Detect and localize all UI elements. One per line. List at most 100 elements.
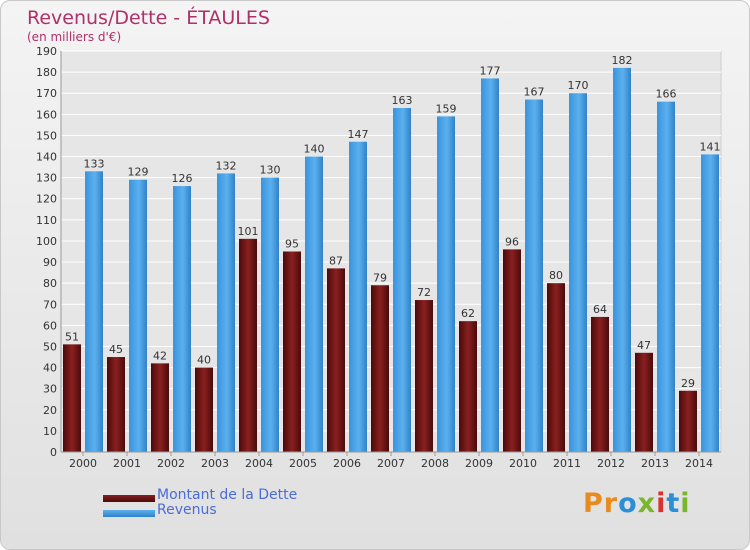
bar-revenus (701, 154, 719, 453)
x-tick-label: 2005 (289, 457, 317, 470)
bars (63, 67, 719, 453)
plot-area (60, 50, 722, 453)
y-tick-label: 60 (43, 319, 57, 332)
bar-dette (371, 285, 389, 452)
bar-revenus (173, 186, 191, 453)
value-label-dette: 51 (65, 330, 79, 343)
y-tick-label: 20 (43, 404, 57, 417)
x-tick-label: 2002 (157, 457, 185, 470)
y-tick-label: 130 (36, 172, 57, 185)
y-tick-label: 170 (36, 87, 57, 100)
y-tick-label: 120 (36, 193, 57, 206)
y-tick-label: 70 (43, 298, 57, 311)
value-label-revenus: 166 (656, 88, 677, 101)
x-tick-label: 2007 (377, 457, 405, 470)
bar-dette (547, 283, 565, 452)
value-label-dette: 42 (153, 349, 167, 362)
value-labels: 51 133 45 129 42 126 40 132 101 130 95 140 87 147 79 16… (65, 54, 721, 390)
value-label-dette: 45 (109, 343, 123, 356)
value-label-revenus: 177 (480, 64, 501, 77)
bar-revenus (217, 173, 235, 452)
bar-dette (591, 316, 609, 452)
y-tick-label: 90 (43, 256, 57, 269)
x-tick-label: 2003 (201, 457, 229, 470)
bar-dette (283, 251, 301, 452)
bar-revenus (393, 107, 411, 453)
x-tick-label: 2011 (553, 457, 581, 470)
y-tick-label: 40 (43, 362, 57, 375)
value-label-dette: 95 (285, 238, 299, 251)
bar-revenus (129, 179, 147, 452)
value-label-dette: 40 (197, 354, 211, 367)
bar-dette (635, 352, 653, 452)
bar-dette (239, 238, 257, 452)
y-tick-label: 180 (36, 66, 57, 79)
legend-swatch-dette (103, 495, 155, 502)
y-tick-label: 50 (43, 340, 57, 353)
bar-revenus (261, 177, 279, 452)
bar-dette (679, 390, 697, 452)
value-label-dette: 29 (681, 377, 695, 390)
bar-revenus (437, 116, 455, 452)
value-label-revenus: 132 (216, 159, 237, 172)
value-label-dette: 72 (417, 286, 431, 299)
bar-dette (459, 321, 477, 452)
value-label-dette: 62 (461, 307, 475, 320)
x-tick-label: 2000 (69, 457, 97, 470)
value-label-dette: 80 (549, 269, 563, 282)
legend-label-dette: Montant de la Dette (157, 487, 298, 503)
y-tick-label: 150 (36, 129, 57, 142)
x-tick-label: 2006 (333, 457, 361, 470)
bar-dette (415, 300, 433, 452)
y-tick-label: 140 (36, 151, 57, 164)
bar-revenus (349, 141, 367, 452)
y-tick-label: 80 (43, 277, 57, 290)
value-label-dette: 101 (238, 225, 259, 238)
y-tick-label: 100 (36, 235, 57, 248)
value-label-revenus: 129 (128, 166, 149, 179)
value-label-revenus: 140 (304, 143, 325, 156)
legend-swatch-revenus (103, 510, 155, 517)
chart-title: Revenus/Dette - ÉTAULES (27, 7, 270, 29)
y-tick-label: 30 (43, 383, 57, 396)
y-tick-label: 110 (36, 214, 57, 227)
value-label-revenus: 167 (524, 86, 545, 99)
bar-revenus (481, 78, 499, 453)
bar-revenus (657, 101, 675, 452)
bar-revenus (569, 93, 587, 453)
value-label-revenus: 126 (172, 172, 193, 185)
chart-subtitle: (en milliers d'€) (27, 30, 122, 44)
axes: 0 10 20 30 40 50 60 70 80 90 100 110 120 130 140 150 160… (36, 45, 721, 470)
y-tick-label: 10 (43, 425, 57, 438)
value-label-dette: 64 (593, 303, 607, 316)
bar-dette (107, 357, 125, 452)
value-label-revenus: 133 (84, 157, 105, 170)
bar-dette (151, 363, 169, 452)
x-tick-label: 2008 (421, 457, 449, 470)
x-tick-label: 2013 (641, 457, 669, 470)
bar-revenus (85, 171, 103, 453)
bar-revenus (613, 67, 631, 452)
value-label-revenus: 130 (260, 164, 281, 177)
value-label-dette: 96 (505, 235, 519, 248)
x-tick-label: 2004 (245, 457, 273, 470)
x-tick-label: 2012 (597, 457, 625, 470)
bar-dette (327, 268, 345, 452)
legend-label-revenus: Revenus (157, 502, 217, 518)
value-label-revenus: 141 (700, 140, 721, 153)
x-tick-label: 2009 (465, 457, 493, 470)
bar-revenus (525, 99, 543, 452)
bar-dette (63, 344, 81, 452)
x-tick-label: 2001 (113, 457, 141, 470)
gridlines (61, 50, 721, 453)
value-label-dette: 47 (637, 339, 651, 352)
x-tick-label: 2014 (685, 457, 713, 470)
bar-dette (503, 249, 521, 452)
proxiti-logo: Proxiti (583, 488, 691, 519)
value-label-revenus: 159 (436, 102, 457, 115)
bar-revenus (305, 156, 323, 453)
value-label-dette: 87 (329, 254, 343, 267)
value-label-dette: 79 (373, 271, 387, 284)
